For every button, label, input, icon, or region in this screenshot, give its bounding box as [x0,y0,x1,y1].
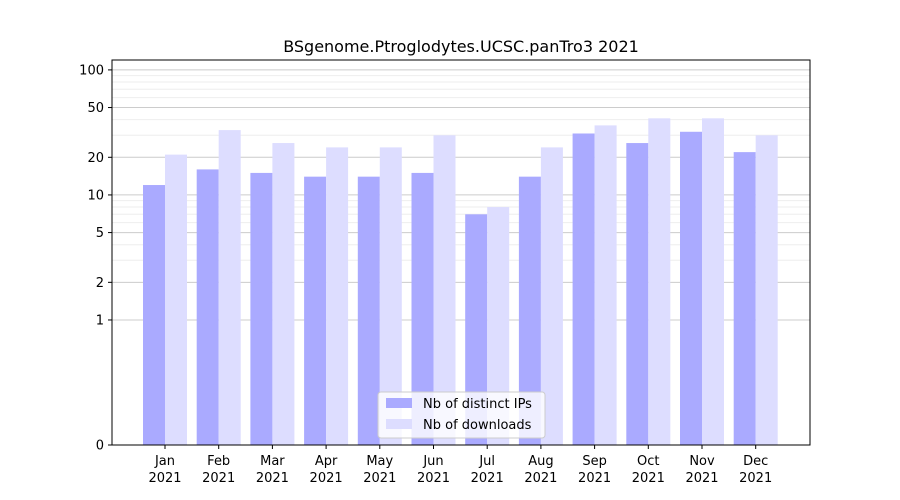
y-tick-label: 2 [96,276,104,291]
x-tick-label-month: Apr [315,454,338,469]
y-tick-label: 1 [96,313,104,328]
bar-distinct-ips-feb [196,169,219,445]
x-tick-label-year: 2021 [256,471,289,486]
bar-downloads-nov [702,118,724,445]
bar-downloads-dec [755,135,778,445]
x-tick-label-month: Sep [582,454,607,469]
legend: Nb of distinct IPs Nb of downloads [377,391,546,439]
bar-distinct-ips-jul [465,214,488,445]
x-tick-label-month: Mar [260,454,285,469]
bars [143,118,778,446]
bar-distinct-ips-mar [250,172,273,445]
x-tick-label-year: 2021 [739,471,772,486]
y-tick-label: 50 [87,101,104,116]
bar-distinct-ips-jun [411,172,434,445]
axis-ticks: 0 1 2 5 10 20 50 100 Jan 2021 Feb 2021 Mar 2021 Apr 202… [79,63,772,486]
bar-downloads-may [379,147,402,446]
bar-downloads-jul [487,207,510,445]
bar-distinct-ips-oct [626,143,649,445]
x-tick-label-month: Jun [422,454,443,469]
y-tick-label: 100 [79,63,104,78]
plot-frame [111,59,811,446]
x-tick-label-month: Jan [154,454,175,469]
bar-distinct-ips-nov [680,131,702,445]
x-tick-label-year: 2021 [363,471,396,486]
bar-distinct-ips-apr [304,176,327,445]
x-tick-label-year: 2021 [202,471,235,486]
bar-downloads-oct [648,118,671,445]
x-tick-label-year: 2021 [310,471,343,486]
bar-downloads-jan [165,154,187,446]
y-tick-label: 10 [87,188,104,203]
legend-box [377,391,546,439]
bar-downloads-aug [540,147,563,446]
legend-label-ips: Nb of distinct IPs [423,397,532,412]
x-tick-label-month: Oct [637,454,659,469]
x-tick-label-month: Dec [743,454,768,469]
x-tick-label-month: Aug [528,454,553,469]
legend-swatch-ips [386,398,412,408]
x-tick-label-year: 2021 [148,471,181,486]
y-tick-label: 0 [96,439,104,454]
bar-downloads-mar [272,143,295,445]
legend-swatch-downloads [386,419,412,429]
bar-distinct-ips-jan [143,185,165,445]
chart-title: BSgenome.Ptroglodytes.UCSC.panTro3 2021 [283,37,639,56]
x-tick-label-month: Nov [689,454,715,469]
bar-distinct-ips-dec [733,152,756,445]
x-tick-label-month: Feb [207,454,230,469]
y-tick-label: 5 [96,226,104,241]
bar-downloads-jun [433,135,456,445]
x-tick-label-month: Jul [478,454,495,469]
x-tick-label-year: 2021 [632,471,665,486]
bar-distinct-ips-may [357,176,380,445]
bar-downloads-feb [218,130,241,445]
x-tick-label-year: 2021 [578,471,611,486]
bar-distinct-ips-sep [572,133,595,445]
bar-downloads-apr [326,147,349,446]
x-tick-label-year: 2021 [417,471,450,486]
y-tick-label: 20 [87,151,104,166]
legend-label-downloads: Nb of downloads [423,418,532,433]
x-tick-label-year: 2021 [524,471,557,486]
x-tick-label-month: May [366,454,393,469]
bar-downloads-sep [594,125,617,445]
x-tick-label-year: 2021 [685,471,718,486]
x-tick-label-year: 2021 [471,471,504,486]
bar-distinct-ips-aug [518,176,541,445]
